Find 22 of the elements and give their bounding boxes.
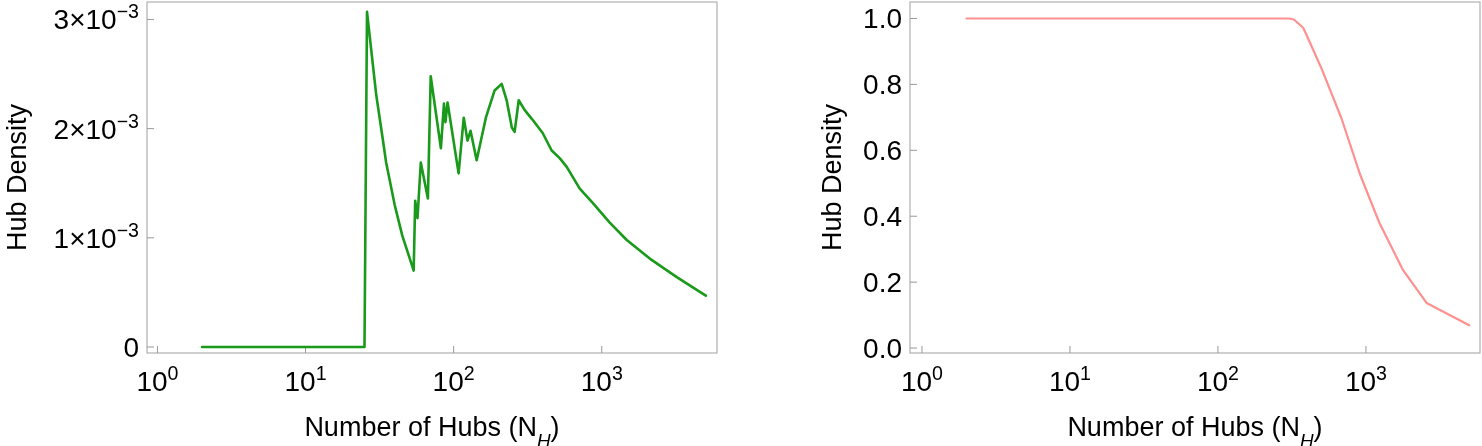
x-axis-title: Number of Hubs (N$_{H}$): [304, 412, 560, 446]
y-tick-label: 3×10$^{−3}$: [53, 0, 140, 36]
y-tick-label: 0.2: [863, 267, 902, 299]
x-tick-label: 10$^{1}$: [284, 362, 327, 397]
y-tick-label: 0.8: [863, 69, 902, 101]
y-axis-title: Hub Density: [817, 103, 847, 252]
x-tick-label: 10$^{0}$: [136, 362, 179, 397]
y-tick-label: 0: [123, 332, 139, 363]
y-tick-label: 1×10$^{−3}$: [53, 218, 140, 254]
x-tick-label: 10$^{2}$: [1196, 362, 1239, 397]
y-axis-title: Hub Density: [2, 103, 32, 252]
y-tick-label: 1.0: [863, 3, 902, 35]
y-tick-label: 0.4: [863, 201, 902, 233]
x-tick-label: 10$^{3}$: [1344, 362, 1388, 397]
y-tick-label: 0.6: [863, 135, 902, 167]
x-axis-title: Number of Hubs (N$_{H}$): [1067, 412, 1323, 446]
x-tick-label: 10$^{0}$: [900, 362, 944, 397]
y-tick-label: 2×10$^{−3}$: [53, 109, 140, 145]
x-tick-label: 10$^{1}$: [1048, 362, 1091, 397]
x-tick-label: 10$^{3}$: [580, 362, 623, 397]
y-tick-label: 0.0: [863, 333, 902, 365]
x-tick-label: 10$^{2}$: [432, 362, 475, 397]
